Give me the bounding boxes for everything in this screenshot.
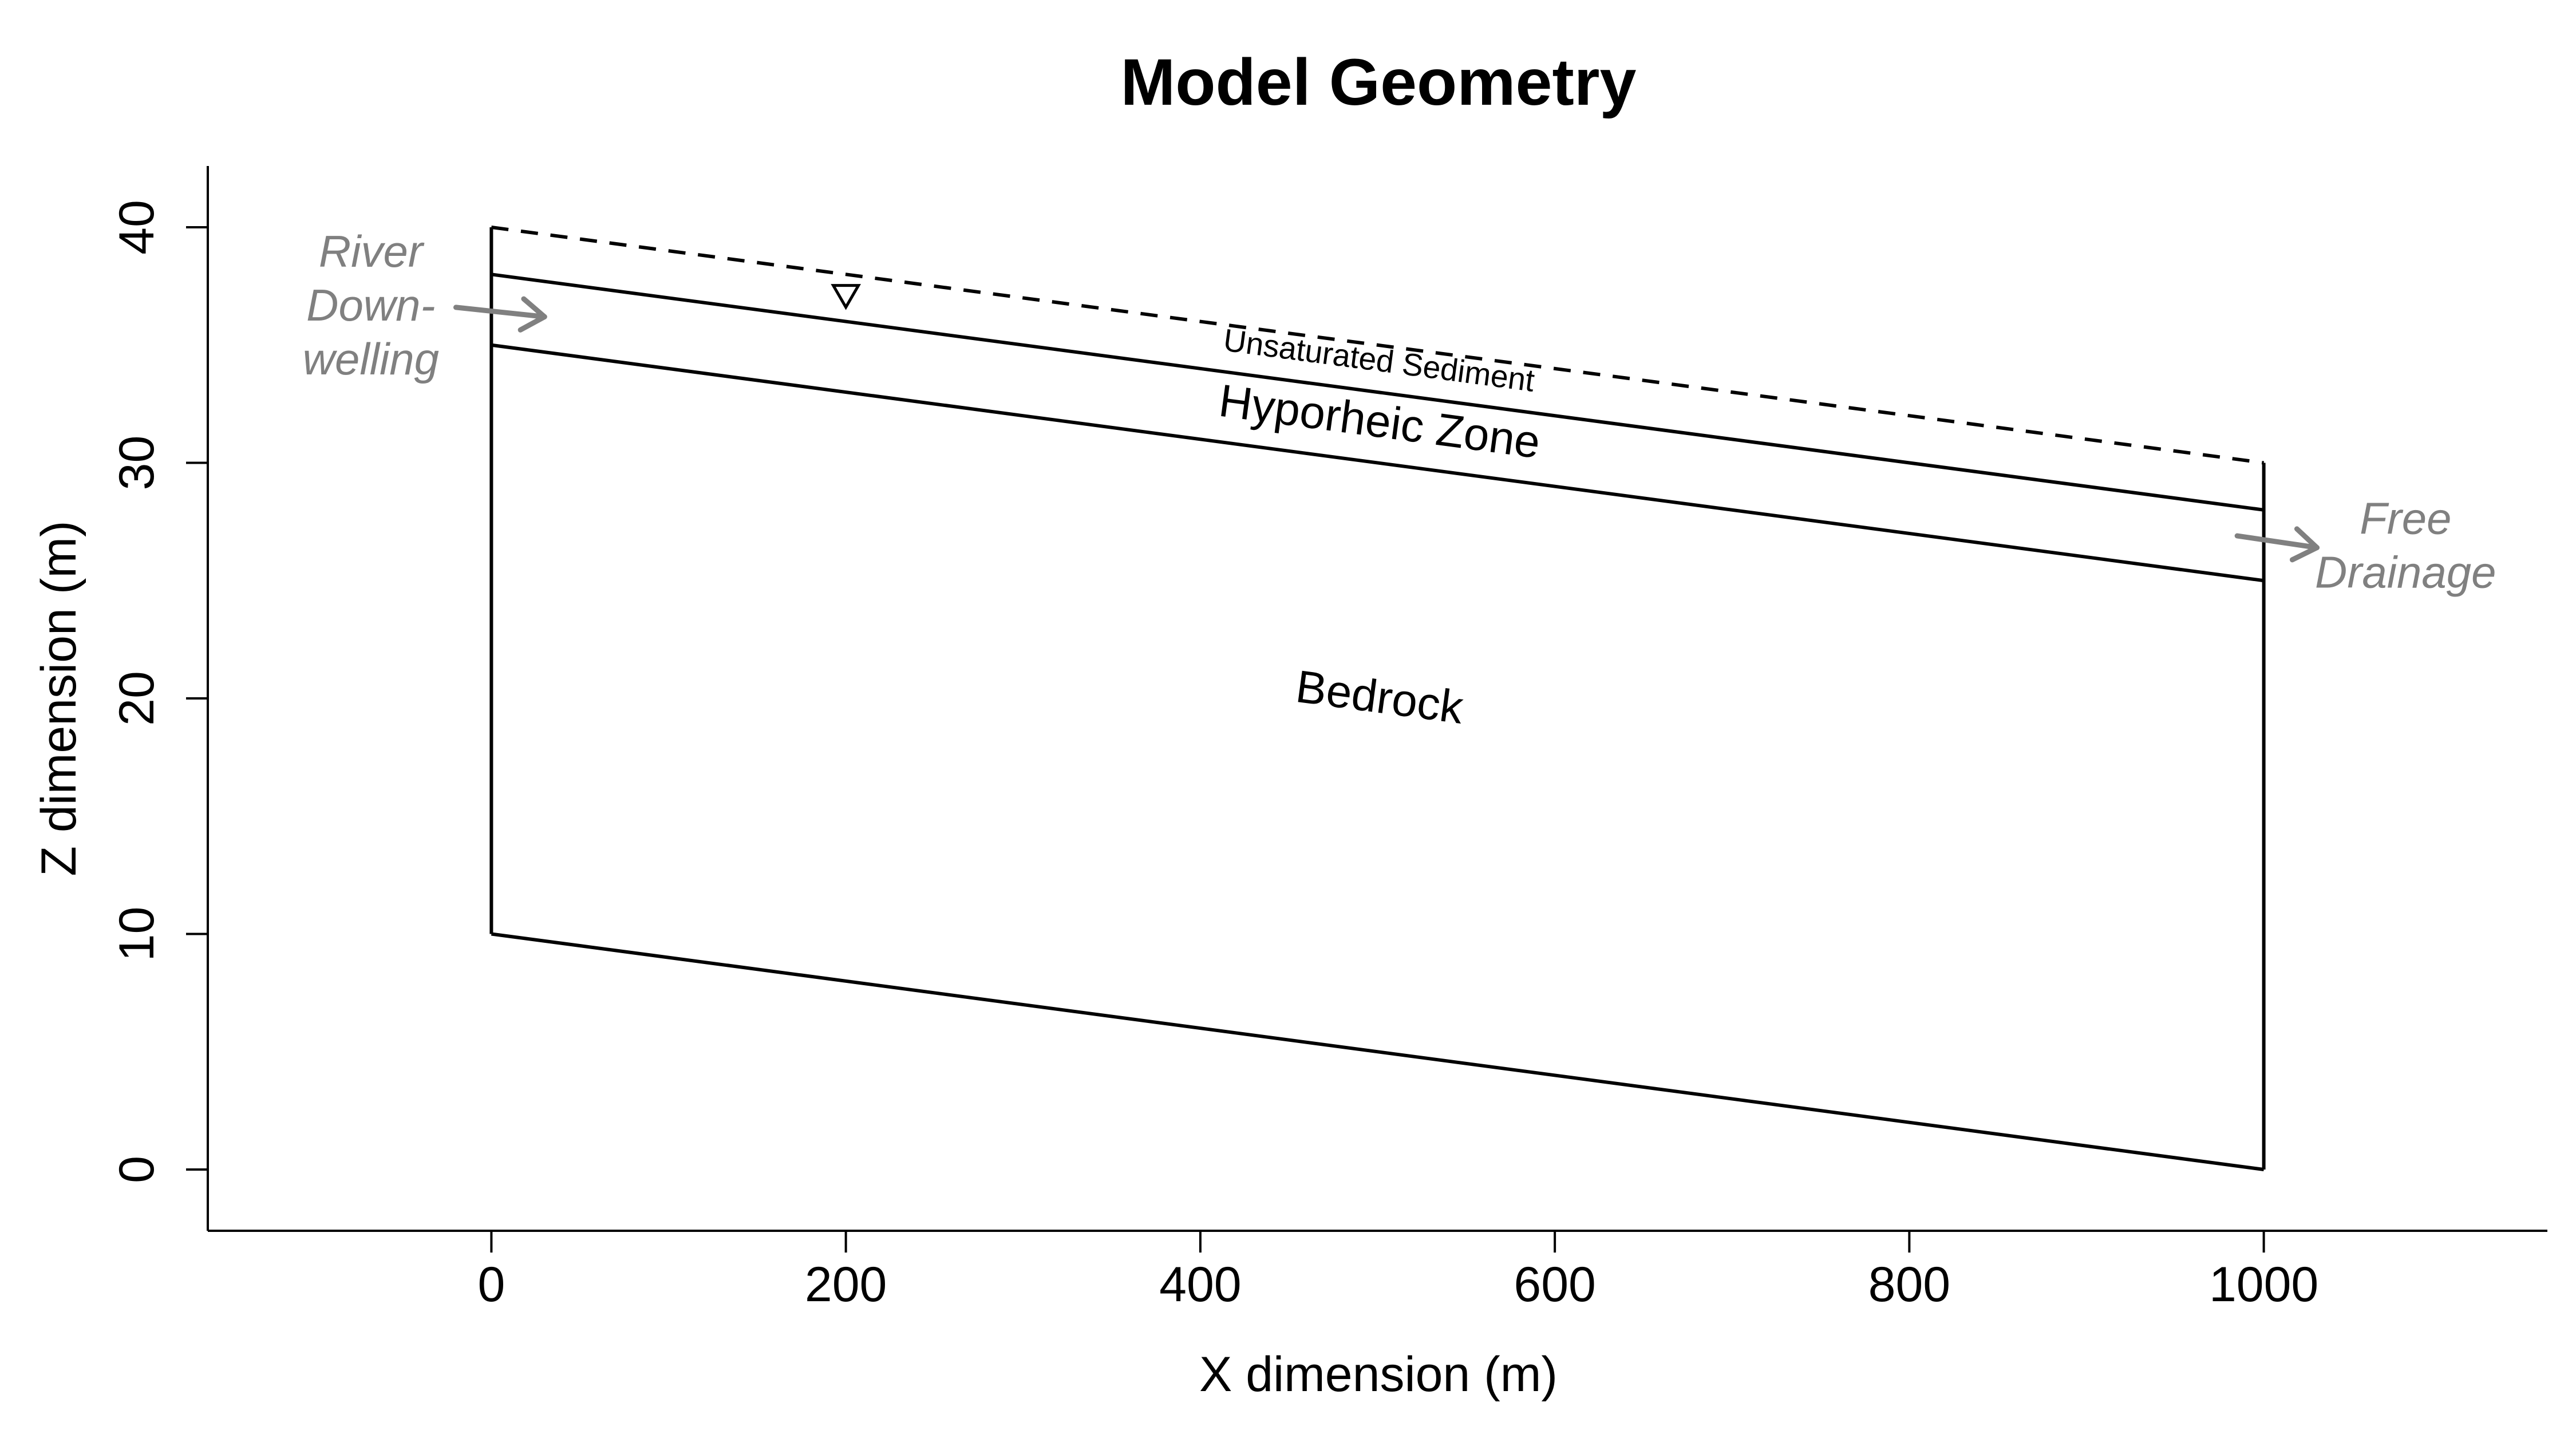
model-geometry bbox=[489, 226, 2266, 1171]
free-drainage-arrow-icon bbox=[2289, 526, 2320, 563]
river-downwelling-label-line: Down- bbox=[306, 280, 435, 330]
water-table-line bbox=[491, 272, 2265, 512]
bedrock-label: Bedrock bbox=[1293, 661, 1467, 733]
x-tick-label: 800 bbox=[1868, 1257, 1951, 1312]
water-table-triangle-icon bbox=[831, 284, 861, 310]
river-downwelling-label-line: welling bbox=[303, 334, 439, 384]
y-tick-label: 10 bbox=[109, 907, 164, 962]
x-tick-label: 1000 bbox=[2209, 1257, 2318, 1312]
ground-surface-line bbox=[491, 226, 2265, 465]
hyporheic-bottom-line bbox=[491, 343, 2265, 583]
axis-ticks: 0 200 400 600 800 1000 0 10 20 30 40 bbox=[109, 200, 2318, 1312]
bedrock-bottom-line bbox=[491, 932, 2265, 1171]
river-downwelling-arrow-shaft bbox=[453, 305, 547, 319]
y-tick-label: 40 bbox=[109, 200, 164, 255]
x-axis-label: X dimension (m) bbox=[1199, 1347, 1558, 1402]
y-tick-label: 0 bbox=[109, 1156, 164, 1183]
free-drainage-arrow-shaft bbox=[2234, 533, 2320, 551]
free-drainage-label-line: Drainage bbox=[2315, 547, 2496, 598]
x-tick-label: 600 bbox=[1514, 1257, 1596, 1312]
y-tick-label: 30 bbox=[109, 436, 164, 491]
x-tick-label: 0 bbox=[477, 1257, 505, 1312]
river-downwelling-arrow-icon bbox=[517, 296, 547, 333]
free-drainage-label-line: Free bbox=[2360, 493, 2451, 544]
y-tick-label: 20 bbox=[109, 671, 164, 726]
chart-title: Model Geometry bbox=[1120, 46, 1636, 119]
x-tick-label: 400 bbox=[1159, 1257, 1242, 1312]
x-tick-label: 200 bbox=[805, 1257, 887, 1312]
y-axis-label: Z dimension (m) bbox=[31, 520, 86, 876]
river-downwelling-label-line: River bbox=[319, 226, 425, 276]
